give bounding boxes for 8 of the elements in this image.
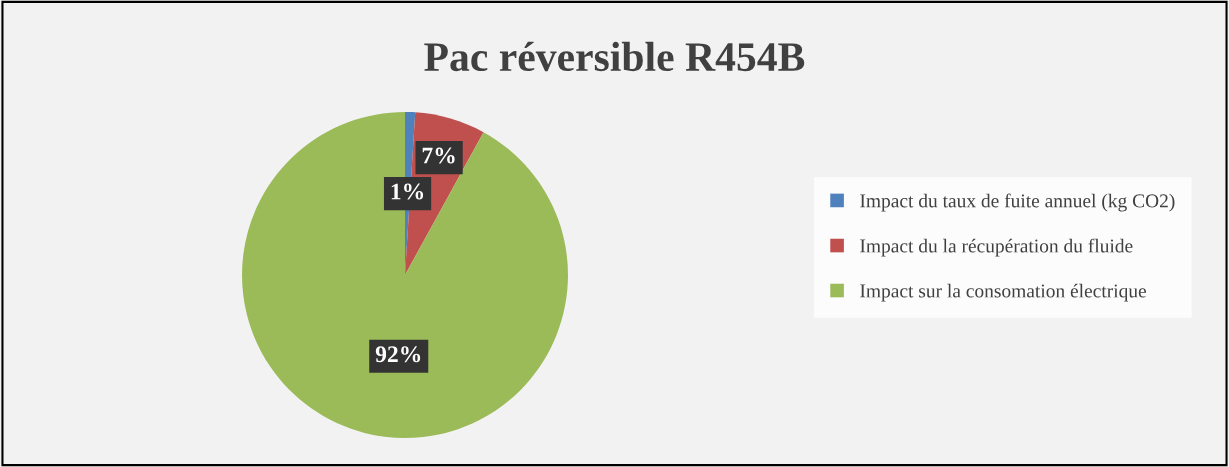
- data-label: 7%: [422, 147, 455, 164]
- chart-title: Pac réversible R454B: [424, 41, 805, 72]
- legend-label: Impact du la récupération du fluide: [860, 238, 1133, 257]
- data-label: 1%: [391, 183, 424, 200]
- pie-slice: [242, 112, 568, 438]
- legend-label: Impact du taux de fuite annuel (kg CO2): [860, 193, 1175, 212]
- legend-label: Impact sur la consomation électrique: [860, 283, 1147, 302]
- data-label: 92%: [375, 346, 421, 363]
